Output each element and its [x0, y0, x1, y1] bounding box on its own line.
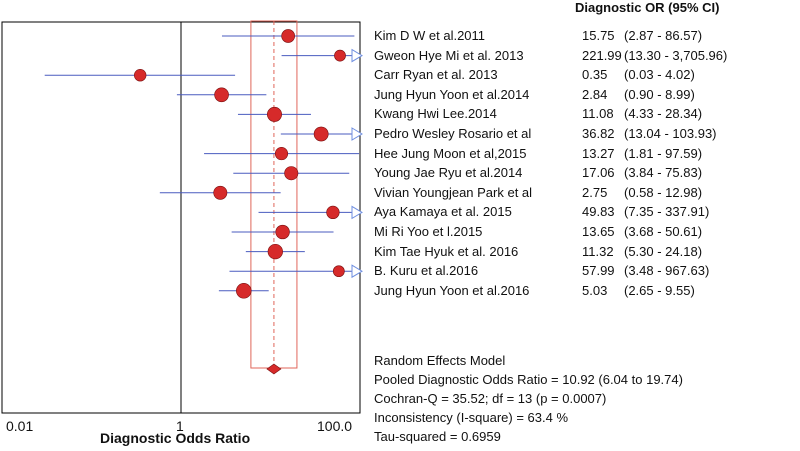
ci-truncation-arrow-icon	[351, 264, 363, 279]
study-ci-text: (7.35 - 337.91)	[624, 204, 710, 219]
study-or-value: 36.82	[582, 126, 615, 141]
study-ci-text: (0.58 - 12.98)	[624, 185, 703, 200]
forest-plot	[1, 20, 363, 414]
study-ci-text: (13.30 - 3,705.96)	[624, 48, 728, 63]
study-ci-text: (5.30 - 24.18)	[624, 244, 703, 259]
study-ci-text: (3.68 - 50.61)	[624, 224, 703, 239]
study-or-value: 49.83	[582, 204, 615, 219]
ci-truncation-arrow-icon	[351, 205, 363, 220]
ci-truncation-arrow-icon	[351, 127, 363, 141]
right-column-header: Diagnostic OR (95% CI)	[575, 0, 720, 15]
summary-model: Random Effects Model	[374, 353, 506, 368]
study-ci-text: (4.33 - 28.34)	[624, 106, 703, 121]
x-tick-label: 1	[176, 418, 184, 434]
x-tick-label: 100.0	[317, 418, 353, 434]
summary-tau-squared: Tau-squared = 0.6959	[374, 429, 501, 444]
x-tick-label: 0.01	[6, 418, 34, 434]
study-name: Kwang Hwi Lee.2014	[374, 106, 497, 121]
study-name: Jung Hyun Yoon et al.2016	[374, 283, 530, 298]
study-or-value: 2.84	[582, 87, 608, 102]
study-name: Mi Ri Yoo et l.2015	[374, 224, 483, 239]
summary-cochran-q: Cochran-Q = 35.52; df = 13 (p = 0.0007)	[374, 391, 607, 406]
study-point	[313, 126, 329, 142]
study-ci-text: (1.81 - 97.59)	[624, 146, 703, 161]
study-ci-text: (2.87 - 86.57)	[624, 28, 703, 43]
study-or-value: 11.08	[582, 106, 614, 121]
study-point	[275, 224, 290, 240]
study-name: Hee Jung Moon et al,2015	[374, 146, 527, 161]
study-point	[274, 147, 289, 161]
study-point	[213, 185, 228, 200]
summary-inconsistency: Inconsistency (I-square) = 63.4 %	[374, 410, 569, 425]
study-point	[334, 49, 346, 62]
study-point	[326, 205, 340, 220]
study-name: Pedro Wesley Rosario et al	[374, 126, 532, 141]
study-name: Kim D W et al.2011	[374, 28, 486, 43]
study-point	[281, 29, 295, 43]
x-axis-label: Diagnostic Odds Ratio	[100, 430, 251, 446]
study-name: Aya Kamaya et al. 2015	[374, 204, 512, 219]
study-or-value: 13.65	[582, 224, 615, 239]
study-or-value: 13.27	[582, 146, 615, 161]
study-ci-text: (3.48 - 967.63)	[624, 263, 710, 278]
study-point	[236, 283, 252, 299]
study-point	[267, 243, 283, 260]
study-or-value: 0.35	[582, 67, 608, 82]
study-point	[267, 106, 282, 122]
study-name: B. Kuru et al.2016	[374, 263, 479, 278]
study-point	[134, 69, 147, 82]
study-ci-text: (3.84 - 75.83)	[624, 165, 703, 180]
study-or-value: 221.99	[582, 48, 622, 63]
study-ci-text: (2.65 - 9.55)	[624, 283, 695, 298]
pooled-diamond	[266, 363, 282, 375]
study-or-value: 5.03	[582, 283, 608, 298]
study-point	[332, 265, 345, 278]
study-point	[214, 87, 229, 103]
study-ci-text: (0.90 - 8.99)	[624, 87, 695, 102]
study-or-value: 57.99	[582, 263, 615, 278]
summary-pooled-or: Pooled Diagnostic Odds Ratio = 10.92 (6.…	[374, 372, 683, 387]
ci-truncation-arrow-icon	[351, 48, 363, 63]
study-name: Gweon Hye Mi et al. 2013	[374, 48, 524, 63]
study-name: Jung Hyun Yoon et al.2014	[374, 87, 530, 102]
study-name: Carr Ryan et al. 2013	[374, 67, 498, 82]
study-name: Kim Tae Hyuk et al. 2016	[374, 244, 519, 259]
study-or-value: 11.32	[582, 244, 614, 259]
study-or-value: 15.75	[582, 28, 615, 43]
study-or-value: 2.75	[582, 185, 608, 200]
study-name: Vivian Youngjean Park et al	[374, 185, 533, 200]
study-ci-text: (0.03 - 4.02)	[624, 67, 695, 82]
study-name: Young Jae Ryu et al.2014	[374, 165, 523, 180]
study-ci-text: (13.04 - 103.93)	[624, 126, 717, 141]
study-point	[284, 166, 299, 181]
study-or-value: 17.06	[582, 165, 615, 180]
